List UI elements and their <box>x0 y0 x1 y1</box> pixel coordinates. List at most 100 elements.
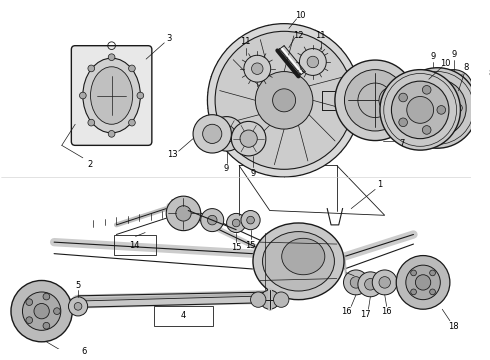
Circle shape <box>425 83 441 98</box>
Text: 16: 16 <box>341 307 352 316</box>
Circle shape <box>241 211 260 230</box>
Circle shape <box>260 290 279 309</box>
Circle shape <box>272 89 295 112</box>
Circle shape <box>137 92 144 99</box>
Circle shape <box>231 121 266 156</box>
Text: 4: 4 <box>181 311 186 320</box>
Circle shape <box>409 79 466 137</box>
Text: 15: 15 <box>245 240 256 249</box>
Circle shape <box>411 289 416 295</box>
Circle shape <box>365 279 376 290</box>
Text: 17: 17 <box>360 310 371 319</box>
Text: 13: 13 <box>167 150 177 159</box>
Circle shape <box>416 275 431 290</box>
Text: 18: 18 <box>448 322 459 331</box>
Text: 9: 9 <box>224 164 229 173</box>
Ellipse shape <box>263 231 334 291</box>
Ellipse shape <box>91 67 133 124</box>
Circle shape <box>209 117 244 151</box>
FancyBboxPatch shape <box>72 46 152 145</box>
Circle shape <box>416 92 424 99</box>
Circle shape <box>26 299 33 306</box>
Text: 1: 1 <box>377 180 383 189</box>
Text: 10: 10 <box>295 12 306 21</box>
Ellipse shape <box>83 58 140 133</box>
Circle shape <box>455 104 463 112</box>
Circle shape <box>397 68 478 148</box>
Circle shape <box>108 131 115 137</box>
Circle shape <box>407 96 434 123</box>
Circle shape <box>128 119 135 126</box>
Circle shape <box>406 265 441 300</box>
Circle shape <box>240 130 257 147</box>
Circle shape <box>424 95 451 121</box>
Text: 12: 12 <box>293 31 304 40</box>
Text: 9: 9 <box>251 168 256 177</box>
Text: 7: 7 <box>399 139 405 148</box>
Circle shape <box>11 280 73 342</box>
Text: 5: 5 <box>75 281 81 290</box>
Circle shape <box>34 303 49 319</box>
Text: 16: 16 <box>381 307 392 316</box>
Polygon shape <box>270 28 313 50</box>
Text: 10: 10 <box>440 59 450 68</box>
Circle shape <box>255 72 313 129</box>
Circle shape <box>53 308 60 315</box>
Circle shape <box>299 49 326 75</box>
Circle shape <box>26 317 33 324</box>
Circle shape <box>440 124 448 132</box>
Circle shape <box>343 270 368 295</box>
Circle shape <box>307 56 318 68</box>
Circle shape <box>108 54 115 60</box>
Circle shape <box>128 65 135 72</box>
Circle shape <box>399 118 408 127</box>
Circle shape <box>396 256 450 309</box>
Circle shape <box>440 84 448 92</box>
Text: 15: 15 <box>231 243 242 252</box>
Circle shape <box>273 292 289 307</box>
Circle shape <box>23 292 61 330</box>
Text: 8: 8 <box>464 63 469 72</box>
Circle shape <box>380 69 461 150</box>
Circle shape <box>437 105 445 114</box>
Text: 2: 2 <box>88 160 93 169</box>
Circle shape <box>416 117 424 124</box>
Circle shape <box>207 215 217 225</box>
Circle shape <box>193 115 231 153</box>
Text: 8: 8 <box>489 69 490 78</box>
Circle shape <box>226 213 246 233</box>
Ellipse shape <box>282 238 325 275</box>
Circle shape <box>69 297 88 316</box>
Text: 9: 9 <box>451 50 456 59</box>
Circle shape <box>43 322 49 329</box>
Circle shape <box>358 272 383 297</box>
Circle shape <box>422 86 431 94</box>
Circle shape <box>250 292 266 307</box>
Ellipse shape <box>253 223 344 300</box>
Circle shape <box>379 87 406 114</box>
Circle shape <box>176 206 191 221</box>
Circle shape <box>414 72 452 110</box>
Polygon shape <box>399 75 430 94</box>
Circle shape <box>201 208 224 231</box>
Circle shape <box>244 55 270 82</box>
Circle shape <box>43 293 49 300</box>
Circle shape <box>207 24 361 177</box>
Circle shape <box>422 126 431 134</box>
Circle shape <box>218 125 235 143</box>
Text: 9: 9 <box>430 52 435 61</box>
Circle shape <box>215 31 353 169</box>
Circle shape <box>379 276 391 288</box>
Circle shape <box>166 196 201 231</box>
Circle shape <box>430 270 436 276</box>
Circle shape <box>79 92 86 99</box>
Circle shape <box>251 63 263 75</box>
Text: 11: 11 <box>315 31 326 40</box>
Ellipse shape <box>260 265 289 286</box>
Circle shape <box>203 124 222 143</box>
Circle shape <box>88 65 95 72</box>
Circle shape <box>392 81 449 139</box>
Text: 11: 11 <box>241 37 251 46</box>
Circle shape <box>88 119 95 126</box>
Circle shape <box>446 81 462 96</box>
